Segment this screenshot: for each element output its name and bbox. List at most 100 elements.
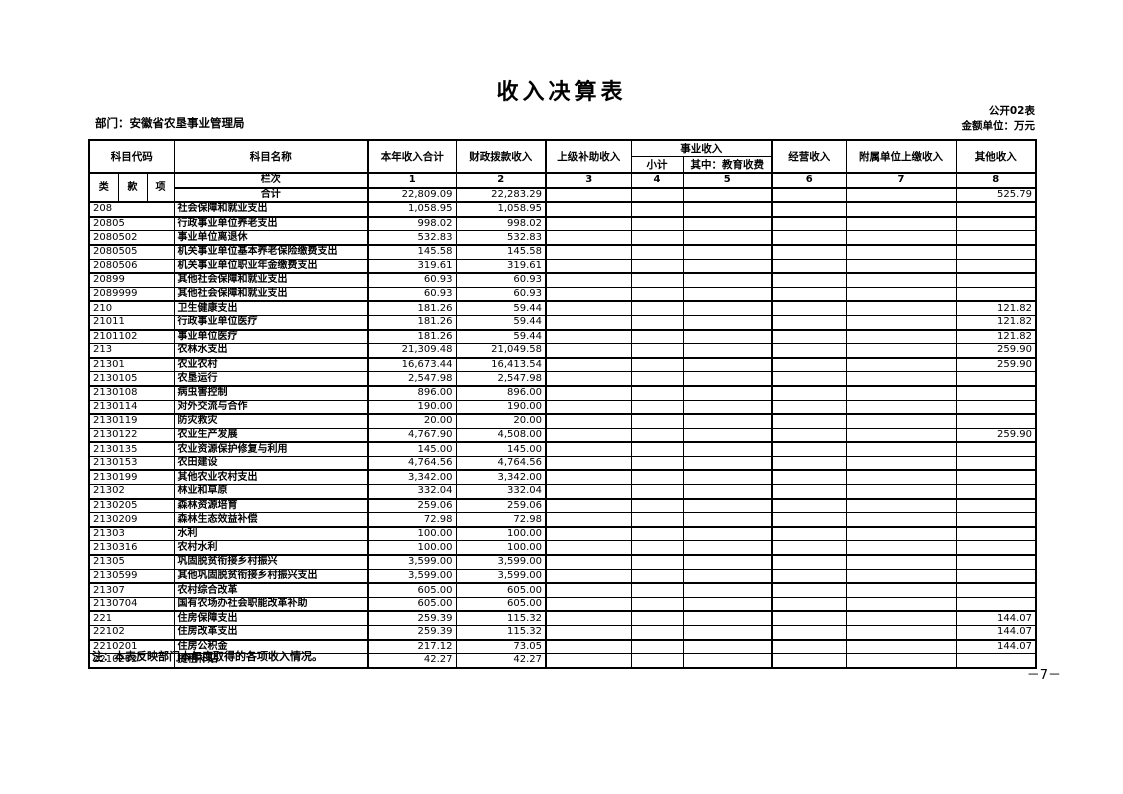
table-row: 213 农林水支出 21,309.48 21,049.58 259.90 bbox=[88, 343, 1037, 359]
value-cell: 896.00 bbox=[455, 385, 547, 401]
column-number: 7 bbox=[845, 172, 957, 189]
table-row: 2130199 其他农业农村支出 3,342.00 3,342.00 bbox=[88, 469, 1037, 486]
value-cell bbox=[771, 244, 847, 260]
value-cell bbox=[630, 498, 684, 514]
header-superior-subsidy: 上级补助收入 bbox=[545, 139, 632, 174]
subject-code-cell: 2130122 bbox=[88, 427, 175, 444]
value-cell bbox=[630, 596, 684, 613]
value-cell: 100.00 bbox=[455, 526, 547, 542]
subject-name-cell: 住房改革支出 bbox=[173, 624, 369, 641]
value-cell bbox=[845, 413, 957, 429]
value-cell bbox=[682, 582, 773, 598]
value-cell bbox=[682, 624, 773, 641]
subject-name-cell: 农林水支出 bbox=[173, 343, 369, 359]
subject-code-cell: 20805 bbox=[88, 216, 175, 232]
value-cell: 525.79 bbox=[955, 187, 1037, 204]
table-row: 208 社会保障和就业支出 1,058.95 1,058.95 bbox=[88, 201, 1037, 218]
value-cell: 605.00 bbox=[367, 596, 457, 613]
table-row: 21301 农业农村 16,673.44 16,413.54 259.90 bbox=[88, 357, 1037, 373]
value-cell bbox=[545, 568, 632, 585]
value-cell bbox=[771, 526, 847, 542]
value-cell bbox=[630, 653, 684, 669]
value-cell: 115.32 bbox=[455, 624, 547, 641]
value-cell bbox=[845, 610, 957, 627]
value-cell: 100.00 bbox=[367, 540, 457, 557]
value-cell: 121.82 bbox=[955, 300, 1037, 316]
value-cell bbox=[682, 399, 773, 416]
table-row: 21011 行政事业单位医疗 181.26 59.44 121.82 bbox=[88, 314, 1037, 331]
table-row: 2130599 其他巩固脱贫衔接乡村振兴支出 3,599.00 3,599.00 bbox=[88, 568, 1037, 585]
header-other-income: 其他收入 bbox=[955, 139, 1037, 174]
table-row: 22102 住房改革支出 259.39 115.32 144.07 bbox=[88, 624, 1037, 641]
value-cell: 115.32 bbox=[455, 610, 547, 627]
value-cell: 100.00 bbox=[367, 526, 457, 542]
value-cell bbox=[845, 455, 957, 472]
value-cell: 3,599.00 bbox=[455, 554, 547, 570]
value-cell: 181.26 bbox=[367, 314, 457, 331]
value-cell: 20.00 bbox=[455, 413, 547, 429]
value-cell bbox=[630, 413, 684, 429]
value-cell bbox=[955, 258, 1037, 275]
value-cell bbox=[955, 554, 1037, 570]
subject-name-cell: 农业农村 bbox=[173, 357, 369, 373]
subject-name-cell: 其他社会保障和就业支出 bbox=[173, 286, 369, 303]
subject-name-cell: 住房公积金 bbox=[173, 639, 369, 655]
value-cell bbox=[771, 610, 847, 627]
value-cell bbox=[955, 272, 1037, 288]
value-cell: 20.00 bbox=[367, 413, 457, 429]
value-cell bbox=[845, 399, 957, 416]
value-cell: 60.93 bbox=[367, 286, 457, 303]
subject-name-cell: 农村综合改革 bbox=[173, 582, 369, 598]
code-item-cell: 项 bbox=[146, 172, 175, 204]
subject-name-cell: 农田建设 bbox=[173, 455, 369, 472]
value-cell bbox=[545, 371, 632, 387]
value-cell bbox=[955, 385, 1037, 401]
value-cell: 190.00 bbox=[367, 399, 457, 416]
value-cell bbox=[771, 639, 847, 655]
value-cell: 144.07 bbox=[955, 639, 1037, 655]
subject-code-cell: 21305 bbox=[88, 554, 175, 570]
value-cell bbox=[545, 272, 632, 288]
value-cell bbox=[682, 498, 773, 514]
subject-code-cell: 21307 bbox=[88, 582, 175, 598]
value-cell bbox=[771, 455, 847, 472]
value-cell: 4,764.56 bbox=[367, 455, 457, 472]
value-cell: 121.82 bbox=[955, 329, 1037, 345]
subject-code-cell: 2101102 bbox=[88, 329, 175, 345]
value-cell bbox=[545, 187, 632, 204]
value-cell bbox=[682, 201, 773, 218]
value-cell bbox=[845, 582, 957, 598]
value-cell bbox=[955, 526, 1037, 542]
subject-name-cell: 水利 bbox=[173, 526, 369, 542]
subject-name-cell: 机关事业单位职业年金缴费支出 bbox=[173, 258, 369, 275]
value-cell bbox=[771, 286, 847, 303]
subject-code-cell: 21302 bbox=[88, 484, 175, 500]
value-cell: 145.58 bbox=[367, 244, 457, 260]
value-cell bbox=[771, 568, 847, 585]
value-cell bbox=[845, 624, 957, 641]
subject-code-cell: 2130153 bbox=[88, 455, 175, 472]
value-cell bbox=[630, 230, 684, 246]
value-cell: 145.58 bbox=[455, 244, 547, 260]
subject-code-cell: 2130704 bbox=[88, 596, 175, 613]
value-cell bbox=[845, 201, 957, 218]
value-cell bbox=[771, 554, 847, 570]
table-row: 2080506 机关事业单位职业年金缴费支出 319.61 319.61 bbox=[88, 258, 1037, 275]
code-section-cell: 款 bbox=[117, 172, 148, 204]
value-cell: 60.93 bbox=[455, 286, 547, 303]
column-number: 2 bbox=[455, 172, 547, 189]
column-index-row: 类 款 项 栏次 1 2 3 4 5 6 7 8 bbox=[88, 172, 1037, 204]
value-cell bbox=[771, 484, 847, 500]
value-cell bbox=[682, 258, 773, 275]
subject-name-cell: 林业和草原 bbox=[173, 484, 369, 500]
value-cell bbox=[682, 357, 773, 373]
value-cell bbox=[545, 582, 632, 598]
value-cell: 896.00 bbox=[367, 385, 457, 401]
value-cell bbox=[630, 244, 684, 260]
value-cell: 121.82 bbox=[955, 314, 1037, 331]
value-cell: 190.00 bbox=[455, 399, 547, 416]
subject-name-cell: 其他社会保障和就业支出 bbox=[173, 272, 369, 288]
value-cell: 3,599.00 bbox=[367, 568, 457, 585]
value-cell bbox=[545, 201, 632, 218]
subject-code-cell: 2130316 bbox=[88, 540, 175, 557]
